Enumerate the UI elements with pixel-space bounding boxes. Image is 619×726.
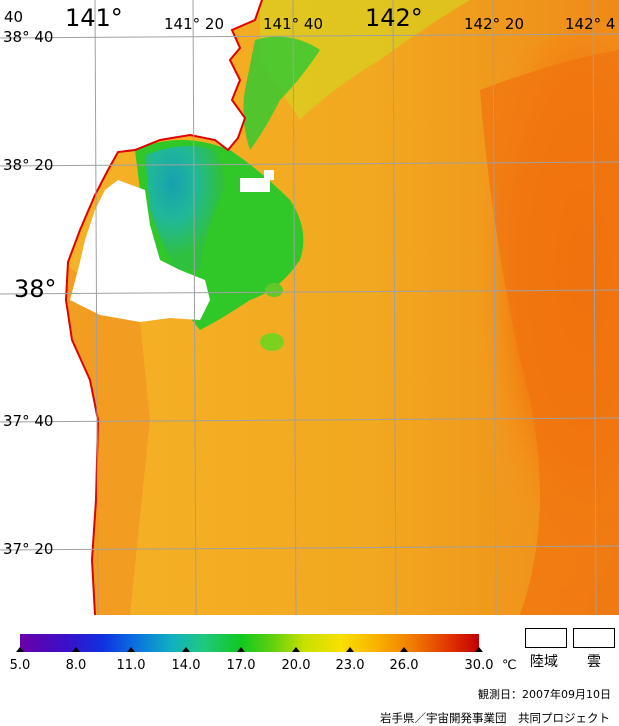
colorbar-tick [346, 647, 354, 652]
colorbar-label: 11.0 [116, 658, 146, 673]
lat-label-38-40: 38° 40 [3, 28, 53, 46]
colorbar-tick [400, 647, 408, 652]
bay-cold-water [145, 146, 224, 270]
colorbar-tick [292, 647, 300, 652]
colorbar-label: 20.0 [281, 658, 311, 673]
small-eddy-2 [265, 283, 283, 297]
lon-label-141-40: 141° 40 [263, 15, 323, 33]
colorbar-label: 26.0 [389, 658, 419, 673]
colorbar-label: 17.0 [226, 658, 256, 673]
cloud-swatch [573, 628, 615, 648]
lon-label-142: 142° [365, 4, 423, 32]
colorbar-label: 23.0 [335, 658, 365, 673]
colorbar-tick [475, 647, 483, 652]
corner-label: 40 [4, 8, 23, 26]
sst-map: 141° 141° 20 141° 40 142° 142° 20 142° 4… [0, 0, 619, 615]
colorbar-tick [16, 647, 24, 652]
colorbar-tick [182, 647, 190, 652]
land-north [0, 0, 262, 262]
lon-label-142-40: 142° 4 [565, 15, 615, 33]
lat-label-38-20: 38° 20 [3, 156, 53, 174]
hot-water-core [480, 50, 619, 615]
legend-panel: 5.0 8.0 11.0 14.0 17.0 20.0 23.0 26.0 30… [0, 615, 619, 725]
lon-label-141-20: 141° 20 [164, 15, 224, 33]
land-swatch [525, 628, 567, 648]
coastline [64, 0, 263, 615]
graticule [0, 0, 619, 615]
cloud-label: 雲 [587, 654, 601, 670]
colorbar-label: 30.0 [464, 658, 494, 673]
lon-label-141: 141° [65, 4, 123, 32]
temperature-colorbar [20, 634, 479, 652]
lat-label-37-40: 37° 40 [3, 412, 53, 430]
cloud-patch-1 [240, 178, 270, 192]
land-label: 陸域 [530, 654, 558, 670]
lat-label-37-20: 37° 20 [3, 540, 53, 558]
colorbar-label: 14.0 [171, 658, 201, 673]
northern-cool-band [260, 0, 470, 120]
sst-map-svg: 141° 141° 20 141° 40 142° 142° 20 142° 4… [0, 0, 619, 615]
observation-date: 観測日：2007年09月10日 [478, 688, 611, 701]
credit-text: 岩手県／宇宙開発事業団 共同プロジェクト [380, 711, 610, 725]
lon-label-142-20: 142° 20 [464, 15, 524, 33]
northern-plume [243, 36, 320, 150]
colorbar-tick [127, 647, 135, 652]
land-south [0, 262, 98, 615]
colorbar-label: 5.0 [9, 658, 31, 673]
cloud-patch-2 [264, 170, 274, 180]
colorbar-tick [72, 647, 80, 652]
colorbar-label: 8.0 [65, 658, 87, 673]
lat-label-38: 38° [14, 275, 57, 303]
temperature-unit: ℃ [502, 658, 517, 673]
bay-cloud-mask [70, 180, 210, 322]
colorbar-tick [237, 647, 245, 652]
small-eddy [260, 333, 284, 351]
